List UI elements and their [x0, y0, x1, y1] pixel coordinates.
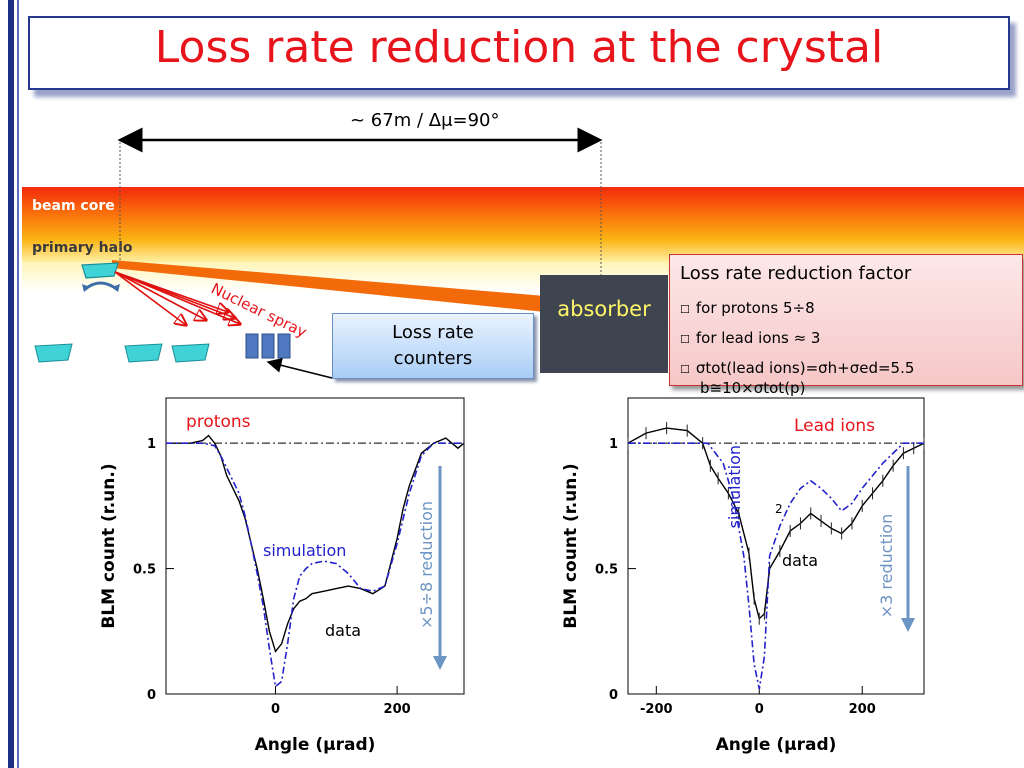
absorber-block: absorber [540, 275, 668, 373]
simulation-series-line [166, 442, 464, 688]
factor-item-sigma: ☐ σtot(lead ions)=σh+σed=5.5 [680, 359, 914, 377]
reduction-arrow-head [433, 656, 447, 670]
counter-pointer-arrow [266, 357, 333, 379]
y-tick-label: 0 [609, 688, 618, 703]
reduction-label: ×3 reduction [877, 514, 896, 618]
simulation-series-line [628, 442, 924, 690]
beam-band [22, 187, 1024, 262]
factor-heading: Loss rate reduction factor [680, 263, 912, 284]
magnet-icon-3 [171, 343, 210, 363]
reduction-arrow-head [901, 618, 915, 632]
reduction-label: ×5÷8 reduction [417, 501, 436, 629]
x-tick-label: 200 [384, 702, 411, 717]
factor-sigma-text-2: b≅10×σtot(p) [700, 379, 806, 397]
distance-arrow [117, 127, 603, 275]
y-tick-label: 0.5 [595, 563, 618, 578]
simulation-label: simulation [263, 541, 346, 560]
panel-label: protons [186, 412, 251, 432]
y-tick-label: 0 [147, 688, 156, 703]
y-axis-title: BLM count (r.un.) [561, 463, 581, 628]
factor-protons-text: for protons 5÷8 [695, 299, 815, 317]
x-tick-label: 200 [849, 702, 876, 717]
counter-icons [245, 333, 291, 359]
absorber-label: absorber [557, 297, 651, 321]
y-tick-label: 1 [147, 437, 156, 452]
data-label: data [782, 551, 818, 570]
magnet-icon-1 [34, 343, 73, 363]
factor-lead-text: for lead ions ≈ 3 [695, 329, 821, 347]
simulation-label: simulation [725, 445, 744, 528]
deflected-beam [112, 260, 545, 312]
left-accent-bar [8, 0, 14, 768]
plot-frame-2 [627, 397, 925, 695]
data-series-line [166, 434, 465, 653]
x-tick-label: 0 [271, 702, 280, 717]
factor-item-lead: ☐ for lead ions ≈ 3 [680, 329, 820, 347]
x-tick-label: 0 [755, 702, 764, 717]
beam-core-label: beam core [32, 198, 115, 214]
x-axis-title: Angle (μrad) [716, 735, 837, 755]
title-box: Loss rate reduction at the crystal [28, 16, 1010, 90]
counters-line-1: Loss rate [392, 322, 474, 343]
counters-line-2: counters [393, 348, 473, 369]
left-accent-line [17, 0, 19, 768]
y-axis-title: BLM count (r.un.) [99, 463, 119, 628]
panel-label: Lead ions [794, 416, 875, 436]
y-tick-label: 1 [609, 437, 618, 452]
curve-annotation: 2 [775, 502, 783, 516]
loss-rate-counters-box: Loss rate counters [332, 313, 534, 379]
y-tick-label: 0.5 [133, 563, 156, 578]
data-label: data [325, 621, 361, 640]
plot-frame-1 [165, 397, 465, 695]
factor-item-protons: ☐ for protons 5÷8 [680, 299, 815, 317]
checkbox-bullet-icon: ☐ [680, 363, 690, 376]
checkbox-bullet-icon: ☐ [680, 303, 690, 316]
primary-halo-label: primary halo [32, 240, 133, 256]
x-axis-title: Angle (μrad) [255, 735, 376, 755]
nuclear-spray-lines [114, 271, 240, 325]
checkbox-bullet-icon: ☐ [680, 333, 690, 346]
factor-sigma-text: σtot(lead ions)=σh+σed=5.5 [695, 359, 915, 377]
distance-label: ~ 67m / Δμ=90° [350, 110, 500, 131]
page-title: Loss rate reduction at the crystal [154, 22, 884, 73]
magnet-icon-2 [124, 343, 163, 363]
reduction-factor-box: Loss rate reduction factor ☐ for protons … [669, 254, 1023, 397]
x-tick-label: -200 [640, 702, 673, 717]
crystal-icon [81, 262, 119, 279]
